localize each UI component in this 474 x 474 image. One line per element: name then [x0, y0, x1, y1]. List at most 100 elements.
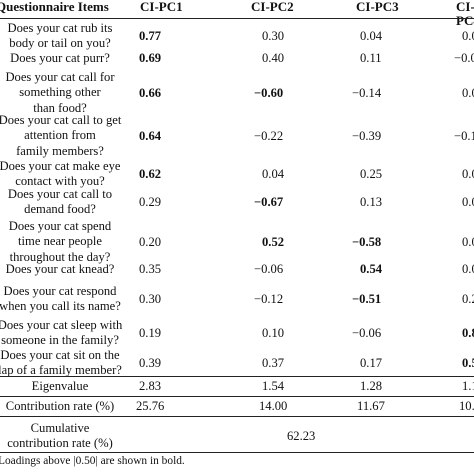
loading-cell: 0.03: [462, 262, 474, 277]
header-rule: [0, 18, 474, 19]
loading-cell: 0.17: [360, 355, 383, 370]
questionnaire-item: Does your cat make eye contact with you?: [0, 159, 121, 190]
questionnaire-item: Does your cat spend time near people throu…: [9, 219, 111, 265]
questionnaire-item: Does your cat rub its body or tail on you…: [8, 21, 113, 52]
contribution-rate-cell: 25.76: [136, 399, 165, 413]
questionnaire-item-line: Does your cat spend: [8, 219, 112, 233]
loading-cell: 0.30: [139, 291, 162, 306]
cumulative-label-line: Cumulative: [30, 421, 90, 435]
eigenvalue-label: Eigenvalue: [31, 379, 89, 393]
questionnaire-item-line: Does your cat sleep with: [0, 318, 123, 332]
questionnaire-item-line: Does your cat rub its: [7, 21, 113, 35]
questionnaire-item-line: when you call its name?: [0, 299, 121, 314]
questionnaire-item-line: Does your cat call for: [5, 70, 115, 84]
eigen-rule: [0, 396, 474, 397]
questionnaire-item: Does your cat knead?: [6, 262, 115, 277]
loading-cell: −0.14: [352, 85, 382, 100]
contribution-rate-label: Contribution rate (%): [5, 399, 115, 413]
cumulative-label-line: contribution rate (%): [7, 436, 113, 451]
loading-cell: −0.12: [254, 291, 284, 306]
loading-cell: 0.09: [462, 166, 474, 181]
loading-cell: 0.50: [462, 355, 474, 370]
questionnaire-item-line: Does your cat call to get: [0, 113, 122, 127]
questionnaire-item-line: something other: [19, 85, 101, 100]
loading-cell: −0.22: [254, 128, 284, 143]
loading-cell: 0.64: [139, 128, 162, 143]
body-rule: [0, 376, 474, 377]
loading-cell: 0.62: [139, 166, 162, 181]
loading-cell: −0.51: [352, 291, 382, 306]
questionnaire-item-line: family members?: [16, 143, 104, 158]
loading-cell: 0.54: [360, 262, 383, 277]
loading-cell: 0.13: [360, 194, 383, 209]
eigenvalue-cell: 1.54: [262, 379, 285, 393]
loading-cell: 0.10: [262, 325, 285, 340]
questionnaire-item: Does your cat sleep with someone in the f…: [0, 318, 122, 349]
loading-cell: 0.77: [139, 28, 162, 43]
questionnaire-item-line: attention from: [24, 128, 96, 143]
questionnaire-item: Does your cat call to get attention from f…: [0, 113, 121, 159]
loading-cell: 0.30: [262, 28, 285, 43]
questionnaire-item: Does your cat respond when you call its n…: [0, 284, 121, 315]
header-ci-pc2: CI-PC2: [251, 0, 294, 14]
loading-cell: 0.01: [462, 194, 474, 209]
cumulative-contribution-label: Cumulative contribution rate (%): [7, 421, 113, 452]
questionnaire-item-line: lap of a family member?: [0, 363, 122, 378]
eigenvalue-cell: 1.28: [360, 379, 383, 393]
questionnaire-item-line: Does your cat purr?: [10, 51, 110, 65]
loading-cell: −0.06: [352, 325, 382, 340]
loading-cell: −0.14: [454, 128, 474, 143]
questionnaire-item: Does your cat purr?: [10, 51, 110, 66]
loading-cell: 0.29: [139, 194, 162, 209]
bottom-rule: [0, 452, 474, 453]
questionnaire-item-line: than food?: [33, 100, 87, 115]
questionnaire-item: Does your cat call to demand food?: [8, 187, 112, 218]
loading-cell: −0.60: [254, 85, 284, 100]
questionnaire-item-line: time near people: [18, 234, 102, 249]
loading-cell: 0.25: [360, 166, 383, 181]
header-ci-pc3: CI-PC3: [356, 0, 399, 14]
table-footnote: Loadings above |0.50| are shown in bold.: [0, 455, 185, 467]
questionnaire-item-line: demand food?: [24, 202, 96, 217]
questionnaire-item-line: Does your cat call to: [7, 187, 113, 201]
contribution-rate-cell: 11.67: [357, 399, 385, 413]
header-questionnaire-items: Questionnaire Items: [0, 0, 109, 14]
loading-cell: 0.37: [262, 355, 285, 370]
loading-cell: 0.66: [139, 85, 162, 100]
loading-cell: 0.11: [360, 51, 382, 66]
eigenvalue-cell: 2.83: [139, 379, 162, 393]
questionnaire-item: Does your cat call for something other tha…: [5, 70, 114, 116]
questionnaire-item-line: Does your cat knead?: [5, 262, 115, 276]
loading-cell: −0.67: [254, 194, 284, 209]
eigenvalue-cell: 1.13: [462, 379, 474, 393]
questionnaire-item-line: throughout the day?: [9, 249, 111, 264]
contribution-rate-cell: 10.25: [459, 399, 474, 413]
questionnaire-item-line: contact with you?: [15, 174, 105, 189]
loading-cell: −0.07: [454, 51, 474, 66]
questionnaire-item-line: body or tail on you?: [9, 36, 111, 51]
questionnaire-item-line: Does your cat make eye: [0, 159, 121, 173]
loading-cell: 0.08: [462, 28, 474, 43]
loading-cell: −0.06: [254, 262, 284, 277]
loading-cell: −0.39: [352, 128, 382, 143]
loading-cell: 0.69: [139, 51, 162, 66]
loading-cell: 0.35: [139, 262, 162, 277]
loading-cell: 0.27: [462, 291, 474, 306]
header-ci-pc4: CI-PC4: [456, 0, 474, 28]
loading-cell: 0.52: [262, 234, 285, 249]
loading-cell: 0.20: [139, 234, 162, 249]
loading-cell: 0.04: [360, 28, 383, 43]
loading-cell: 0.04: [262, 166, 285, 181]
questionnaire-item: Does your cat sit on the lap of a family …: [0, 348, 122, 379]
loading-cell: 0.02: [462, 85, 474, 100]
loading-cell: 0.39: [139, 355, 162, 370]
questionnaire-item-line: Does your cat respond: [3, 284, 117, 298]
contribution-rate-cell: 14.00: [259, 399, 288, 413]
cumulative-contribution-value: 62.23: [287, 429, 316, 443]
contribution-rule: [0, 416, 474, 417]
loading-cell: −0.58: [352, 234, 382, 249]
questionnaire-item-line: someone in the family?: [1, 333, 119, 348]
loading-cell: 0.84: [462, 325, 474, 340]
loading-cell: 0.19: [139, 325, 162, 340]
